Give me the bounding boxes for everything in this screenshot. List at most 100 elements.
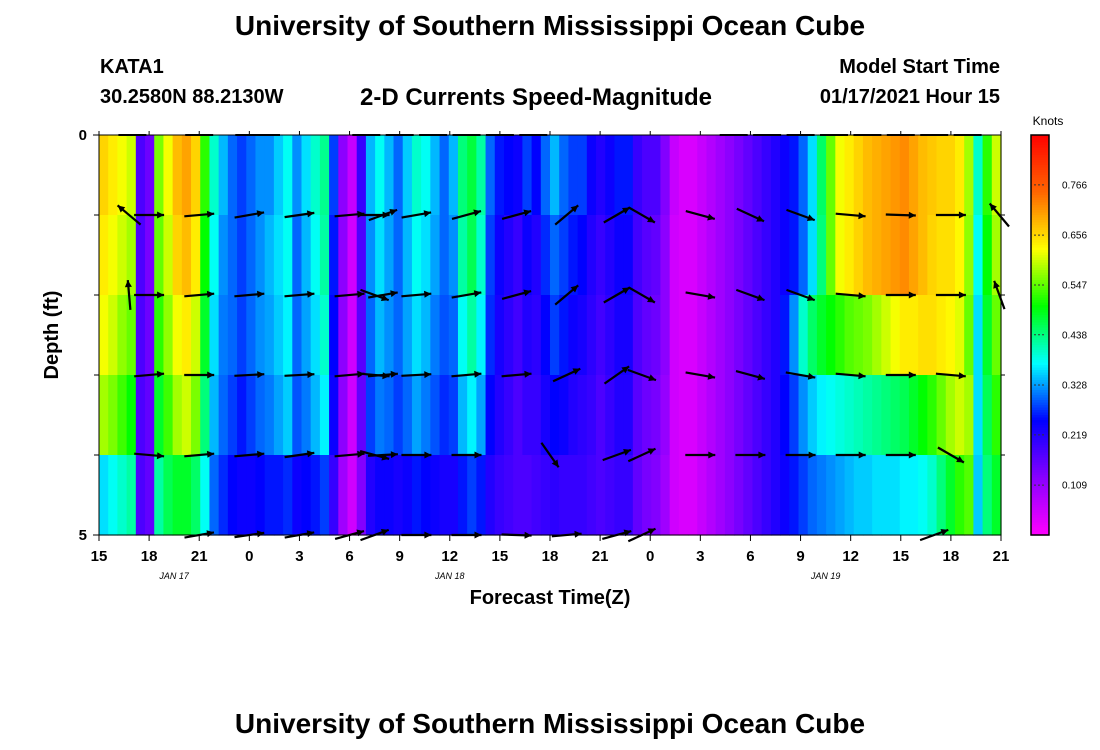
colorbar-band xyxy=(1031,227,1049,231)
heatmap-cell xyxy=(991,455,1002,536)
heatmap-cell xyxy=(375,215,385,296)
heatmap-cell xyxy=(964,215,974,296)
heatmap-cell xyxy=(393,375,404,456)
heatmap-cell xyxy=(485,135,496,216)
current-vector-head xyxy=(908,371,916,379)
colorbar-band xyxy=(1031,507,1049,511)
colorbar-band xyxy=(1031,407,1049,411)
current-vector-head xyxy=(647,296,655,303)
colorbar-band xyxy=(1031,497,1049,501)
heatmap-cell xyxy=(264,295,275,376)
colorbar-band xyxy=(1031,180,1049,184)
heatmap-cell xyxy=(954,455,965,536)
station-coordinates: 30.2580N 88.2130W xyxy=(100,86,284,108)
heatmap-cell xyxy=(908,375,919,456)
colorbar-band xyxy=(1031,172,1049,176)
heatmap-cell xyxy=(798,215,809,296)
colorbar-band xyxy=(1031,460,1049,464)
heatmap-cell xyxy=(513,135,523,216)
heatmap-cell xyxy=(697,135,708,216)
current-vector-head xyxy=(424,371,432,379)
colorbar-band xyxy=(1031,420,1049,424)
heatmap-cell xyxy=(743,455,754,536)
heatmap-cell xyxy=(752,295,763,376)
colorbar-tick-label: 0.328 xyxy=(1062,381,1087,392)
heatmap-cell xyxy=(945,455,956,536)
heatmap-cell xyxy=(191,295,201,376)
colorbar-band xyxy=(1031,362,1049,366)
heatmap-cell xyxy=(218,455,229,536)
colorbar-band xyxy=(1031,337,1049,341)
heatmap-cell xyxy=(356,295,367,376)
heatmap-cell xyxy=(310,295,321,376)
colorbar-band xyxy=(1031,215,1049,219)
colorbar-band xyxy=(1031,372,1049,376)
heatmap-cell xyxy=(531,455,542,536)
heatmap-cell xyxy=(365,215,376,296)
heatmap-cell xyxy=(632,295,643,376)
heatmap-cell xyxy=(890,375,901,456)
colorbar-band xyxy=(1031,197,1049,201)
colorbar-band xyxy=(1031,152,1049,156)
heatmap-cell xyxy=(724,375,735,456)
heatmap-cell xyxy=(218,295,229,376)
heatmap-cell xyxy=(439,375,450,456)
heatmap-cell xyxy=(927,295,938,376)
heatmap-cell xyxy=(780,295,790,376)
heatmap-cell xyxy=(154,215,165,296)
heatmap-cell xyxy=(743,135,754,216)
heatmap-cell xyxy=(688,455,698,536)
heatmap-cell xyxy=(430,455,441,536)
heatmap-cell xyxy=(945,375,956,456)
heatmap-cell xyxy=(614,135,625,216)
heatmap-cell xyxy=(347,135,358,216)
heatmap-cell xyxy=(329,135,339,216)
heatmap-cell xyxy=(375,295,385,376)
heatmap-cell xyxy=(678,295,689,376)
heatmap-cell xyxy=(596,455,606,536)
current-vector-head xyxy=(908,291,916,299)
heatmap-cell xyxy=(319,375,330,456)
heatmap-cell xyxy=(227,295,238,376)
heatmap-cell xyxy=(798,295,809,376)
current-vector-head xyxy=(474,370,482,378)
current-vector-head xyxy=(306,450,315,458)
colorbar-band xyxy=(1031,357,1049,361)
heatmap-cell xyxy=(973,455,984,536)
current-vector-head xyxy=(958,211,966,219)
colorbar-band xyxy=(1031,375,1049,379)
heatmap-cell xyxy=(614,375,625,456)
heatmap-cell xyxy=(99,295,109,376)
heatmap-cell xyxy=(421,375,431,456)
colorbar-band xyxy=(1031,515,1049,519)
x-tick-label: 0 xyxy=(646,548,654,565)
current-vector-head xyxy=(156,452,165,460)
station-id: KATA1 xyxy=(100,56,164,78)
heatmap-cell xyxy=(503,455,514,536)
colorbar-band xyxy=(1031,135,1049,139)
heatmap-cell xyxy=(568,135,579,216)
colorbar-band xyxy=(1031,185,1049,189)
colorbar-band xyxy=(1031,342,1049,346)
heatmap-cell xyxy=(200,295,211,376)
heatmap-cell xyxy=(881,295,892,376)
heatmap-cell xyxy=(145,215,155,296)
heatmap-cell xyxy=(761,295,772,376)
current-vector-head xyxy=(307,371,315,379)
heatmap-cell xyxy=(936,375,947,456)
colorbar-band xyxy=(1031,472,1049,476)
heatmap-cell xyxy=(513,455,523,536)
heatmap-cell xyxy=(329,375,339,456)
x-tick-label: 3 xyxy=(696,548,704,565)
current-vector-head xyxy=(207,371,215,379)
current-vector-head xyxy=(551,459,559,468)
heatmap-cell xyxy=(678,135,689,216)
heatmap-cell xyxy=(844,295,855,376)
heatmap-cell xyxy=(200,455,211,536)
heatmap-cell xyxy=(494,295,505,376)
heatmap-cell xyxy=(706,455,717,536)
heatmap-cell xyxy=(108,295,118,376)
heatmap-cell xyxy=(117,215,128,296)
heatmap-cell xyxy=(550,135,560,216)
